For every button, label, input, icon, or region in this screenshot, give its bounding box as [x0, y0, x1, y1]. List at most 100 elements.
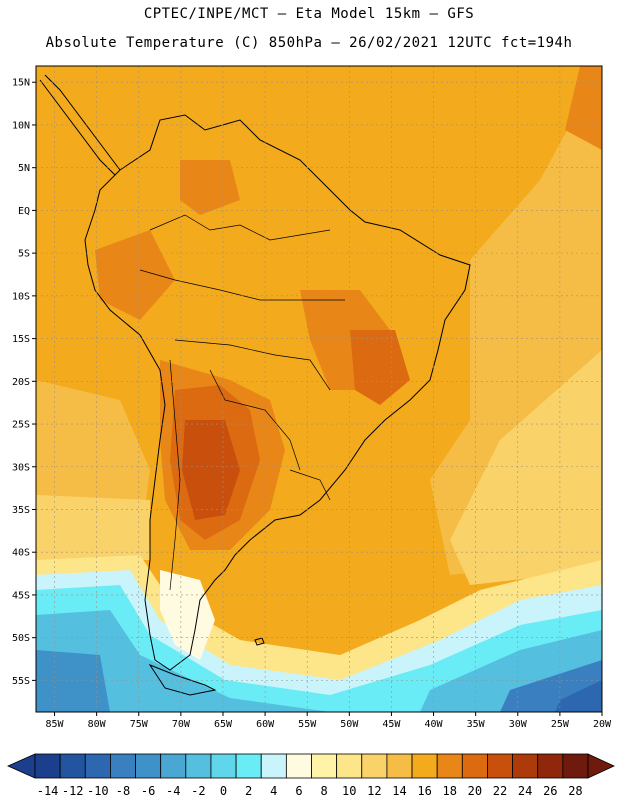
- lon-tick-label: 50W: [340, 719, 359, 730]
- lat-tick-label: 50S: [12, 633, 30, 644]
- colorbar-label: -8: [116, 784, 130, 798]
- lon-tick-label: 25W: [551, 719, 570, 730]
- colorbar-swatch: [285, 753, 312, 779]
- colorbar-label: 28: [568, 784, 582, 798]
- colorbar-swatch: [537, 753, 564, 779]
- colorbar-label: -4: [166, 784, 180, 798]
- lon-tick-label: 45W: [382, 719, 401, 730]
- colorbar-label: 24: [518, 784, 532, 798]
- lat-tick-label: 5S: [18, 249, 30, 260]
- lat-tick-label: 15S: [12, 334, 30, 345]
- colorbar-label: -2: [191, 784, 205, 798]
- field-chaco-hotter: [182, 420, 240, 520]
- colorbar-swatch: [260, 753, 287, 779]
- colorbar-label: 20: [468, 784, 482, 798]
- south-america-coastline: [84, 114, 471, 671]
- lat-tick-label: 10S: [12, 291, 30, 302]
- field-atlantic-mild: [450, 350, 602, 585]
- colorbar-label: 2: [245, 784, 252, 798]
- longitude-axis: 85W 80W 75W 70W 65W 60W 55W 50W 45W 40W 35W 30W 25W 2…: [45, 712, 612, 730]
- lat-tick-label: 15N: [12, 78, 30, 89]
- falklands: [254, 637, 265, 646]
- colorbar-label: 8: [320, 784, 327, 798]
- colorbar-swatch: [461, 753, 488, 779]
- tierra-del-fuego: [148, 663, 217, 696]
- lat-tick-label: 25S: [12, 420, 30, 431]
- lat-lon-grid: [36, 66, 603, 712]
- lon-tick-label: 20W: [593, 719, 612, 730]
- colorbar-swatch: [34, 753, 61, 779]
- colorbar-swatch: [311, 753, 338, 779]
- colorbar-swatch: [160, 753, 187, 779]
- lat-tick-label: 45S: [12, 590, 30, 601]
- colorbar-label: 16: [417, 784, 431, 798]
- field-andes-north: [95, 230, 175, 320]
- colorbar-swatch: [135, 753, 162, 779]
- field-atlantic-ne: [565, 66, 602, 150]
- colorbar-swatch: [386, 753, 413, 779]
- country-borders: [139, 214, 345, 591]
- colorbar-label: -10: [87, 784, 109, 798]
- colorbar: -14 -12 -10 -8 -6 -4 -2 0 2 4 6 8 10 12 14 16 18 20 22 24 26…: [7, 753, 615, 798]
- coastline-layer: [39, 74, 471, 696]
- map-frame: [35, 65, 603, 713]
- lon-tick-label: 35W: [467, 719, 486, 730]
- map-title: CPTEC/INPE/MCT – Eta Model 15km – GFS: [143, 6, 475, 22]
- field-sw-blue: [36, 610, 330, 712]
- colorbar-label: 18: [443, 784, 457, 798]
- colorbar-swatch: [512, 753, 539, 779]
- map-subtitle: Absolute Temperature (C) 850hPa – 26/02/…: [45, 35, 573, 51]
- colorbar-swatch: [110, 753, 136, 779]
- colorbar-swatch: [487, 753, 513, 779]
- colorbar-swatch: [235, 753, 262, 779]
- colorbar-swatch: [185, 753, 212, 779]
- lon-tick-label: 60W: [256, 719, 275, 730]
- colorbar-label: 22: [493, 784, 507, 798]
- latitude-axis: 15N 10N 5N EQ 5S 10S 15S 20S 25S 30S 35S 40S 45S 50S 5…: [12, 78, 36, 687]
- colorbar-swatch: [59, 753, 86, 779]
- lat-tick-label: EQ: [18, 206, 30, 217]
- lon-tick-label: 55W: [298, 719, 317, 730]
- lon-tick-label: 75W: [130, 719, 149, 730]
- field-brazil-hot: [350, 330, 410, 405]
- colorbar-swatch: [562, 753, 589, 779]
- lat-tick-label: 30S: [12, 462, 30, 473]
- lat-tick-label: 40S: [12, 548, 30, 559]
- colorbar-label: 0: [220, 784, 227, 798]
- colorbar-label: 12: [367, 784, 381, 798]
- colorbar-label: -12: [62, 784, 84, 798]
- lat-tick-label: 10N: [12, 120, 30, 131]
- colorbar-swatch: [436, 753, 463, 779]
- central-america-coastline: [39, 74, 121, 176]
- field-se-deepest: [555, 680, 602, 712]
- colorbar-swatch: [210, 753, 237, 779]
- colorbar-label: -6: [141, 784, 155, 798]
- colorbar-label: 26: [543, 784, 557, 798]
- lon-tick-label: 70W: [172, 719, 191, 730]
- field-venezuela: [180, 160, 240, 215]
- lon-tick-label: 30W: [509, 719, 528, 730]
- colorbar-label: 6: [295, 784, 302, 798]
- lat-tick-label: 20S: [12, 377, 30, 388]
- colorbar-arrow-right: [587, 753, 615, 779]
- colorbar-label: 14: [392, 784, 406, 798]
- colorbar-swatch: [336, 753, 363, 779]
- lon-tick-label: 85W: [45, 719, 64, 730]
- lat-tick-label: 35S: [12, 505, 30, 516]
- colorbar-swatch: [361, 753, 388, 779]
- lon-tick-label: 40W: [425, 719, 444, 730]
- colorbar-swatch: [411, 753, 438, 779]
- lon-tick-label: 80W: [88, 719, 107, 730]
- colorbar-label: -14: [37, 784, 59, 798]
- colorbar-swatch: [84, 753, 111, 779]
- lon-tick-label: 65W: [214, 719, 233, 730]
- field-pacific-mild: [36, 495, 150, 560]
- colorbar-label: 10: [342, 784, 356, 798]
- colorbar-arrow-left: [7, 753, 36, 779]
- colorbar-label: 4: [270, 784, 277, 798]
- field-sw-deep: [36, 650, 110, 712]
- temperature-field: [36, 66, 602, 712]
- lat-tick-label: 55S: [12, 676, 30, 687]
- lat-tick-label: 5N: [18, 163, 30, 174]
